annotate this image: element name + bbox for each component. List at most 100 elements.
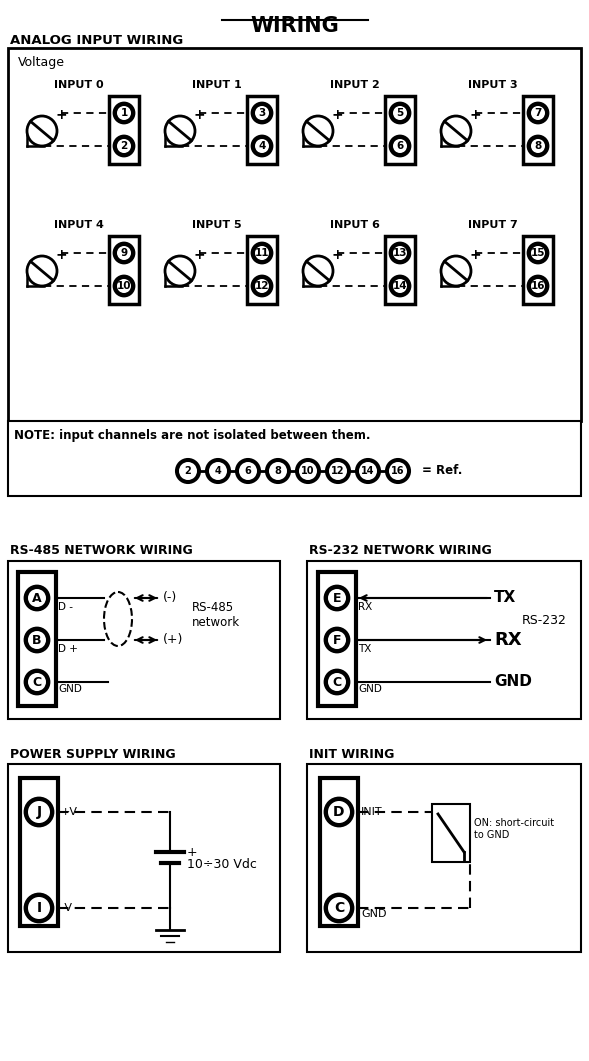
- Text: ON: short-circuit
to GND: ON: short-circuit to GND: [474, 818, 554, 839]
- Text: 14: 14: [393, 281, 408, 291]
- Circle shape: [393, 106, 407, 120]
- Text: RS-485
network: RS-485 network: [192, 601, 240, 629]
- Bar: [432, 804, 470, 862]
- Bar: [8, 48, 581, 421]
- Bar: [523, 95, 553, 164]
- Text: -V: -V: [61, 903, 72, 914]
- Text: 7: 7: [534, 108, 542, 118]
- Circle shape: [528, 136, 548, 156]
- Bar: [20, 778, 58, 926]
- Text: INPUT 3: INPUT 3: [468, 80, 518, 90]
- Bar: [320, 778, 358, 926]
- Text: +: +: [193, 248, 205, 262]
- Circle shape: [28, 897, 50, 919]
- Circle shape: [390, 103, 410, 123]
- Text: 4: 4: [214, 466, 221, 476]
- Text: E: E: [333, 591, 341, 605]
- Circle shape: [390, 243, 410, 263]
- Text: +: +: [55, 108, 67, 122]
- Circle shape: [252, 103, 272, 123]
- Circle shape: [329, 462, 347, 480]
- Circle shape: [266, 459, 290, 483]
- Text: 16: 16: [531, 281, 545, 291]
- Circle shape: [27, 256, 57, 286]
- Circle shape: [117, 106, 131, 120]
- Text: RX: RX: [494, 631, 522, 649]
- Circle shape: [393, 139, 407, 153]
- Circle shape: [441, 256, 471, 286]
- Text: RX: RX: [358, 602, 372, 612]
- Text: 6: 6: [396, 141, 403, 151]
- Text: D -: D -: [58, 602, 73, 612]
- Text: INPUT 7: INPUT 7: [468, 220, 518, 230]
- Text: (-): (-): [163, 591, 177, 605]
- Bar: [385, 95, 415, 164]
- Circle shape: [531, 279, 545, 293]
- Bar: [8, 421, 581, 495]
- Circle shape: [325, 586, 349, 610]
- Circle shape: [176, 459, 200, 483]
- Text: INPUT 2: INPUT 2: [330, 80, 380, 90]
- Text: INIT WIRING: INIT WIRING: [309, 748, 395, 761]
- Circle shape: [28, 631, 46, 649]
- Circle shape: [390, 276, 410, 296]
- Text: NOTE: input channels are not isolated between them.: NOTE: input channels are not isolated be…: [14, 429, 370, 442]
- Text: +: +: [469, 108, 481, 122]
- Circle shape: [441, 116, 471, 146]
- Text: INPUT 6: INPUT 6: [330, 220, 380, 230]
- Circle shape: [528, 243, 548, 263]
- Circle shape: [325, 894, 353, 922]
- Bar: [8, 764, 280, 952]
- Text: 8: 8: [534, 141, 542, 151]
- Circle shape: [114, 243, 134, 263]
- Text: 10: 10: [117, 281, 131, 291]
- Circle shape: [114, 276, 134, 296]
- Bar: [109, 95, 139, 164]
- Circle shape: [303, 256, 333, 286]
- Text: (+): (+): [163, 633, 183, 646]
- Text: 16: 16: [391, 466, 405, 476]
- Text: 14: 14: [361, 466, 375, 476]
- Text: 8: 8: [274, 466, 282, 476]
- Circle shape: [252, 276, 272, 296]
- Circle shape: [206, 459, 230, 483]
- Text: +: +: [187, 846, 198, 858]
- Circle shape: [393, 246, 407, 260]
- Text: RS-485 NETWORK WIRING: RS-485 NETWORK WIRING: [10, 544, 193, 557]
- Circle shape: [328, 673, 346, 691]
- Text: 10÷30 Vdc: 10÷30 Vdc: [187, 858, 257, 871]
- Circle shape: [117, 279, 131, 293]
- Circle shape: [296, 459, 320, 483]
- Text: GND: GND: [58, 684, 82, 694]
- Circle shape: [236, 459, 260, 483]
- Circle shape: [386, 459, 410, 483]
- Text: INPUT 0: INPUT 0: [54, 80, 104, 90]
- Circle shape: [325, 669, 349, 694]
- Circle shape: [25, 894, 53, 922]
- Circle shape: [393, 279, 407, 293]
- Circle shape: [28, 589, 46, 607]
- Text: 11: 11: [255, 248, 269, 258]
- Text: 4: 4: [259, 141, 266, 151]
- Bar: [18, 572, 56, 706]
- Circle shape: [114, 136, 134, 156]
- Circle shape: [114, 103, 134, 123]
- Circle shape: [165, 116, 195, 146]
- Text: POWER SUPPLY WIRING: POWER SUPPLY WIRING: [10, 748, 176, 761]
- Circle shape: [252, 136, 272, 156]
- Text: WIRING: WIRING: [251, 16, 339, 36]
- Circle shape: [528, 103, 548, 123]
- Circle shape: [255, 246, 269, 260]
- Circle shape: [239, 462, 257, 480]
- Circle shape: [25, 628, 49, 653]
- Text: D +: D +: [58, 644, 78, 654]
- Text: Voltage: Voltage: [18, 56, 65, 69]
- Text: 10: 10: [301, 466, 315, 476]
- Text: 3: 3: [259, 108, 266, 118]
- Bar: [247, 95, 277, 164]
- Circle shape: [27, 116, 57, 146]
- Circle shape: [328, 589, 346, 607]
- Bar: [318, 572, 356, 706]
- Text: D: D: [333, 805, 345, 819]
- Text: A: A: [32, 591, 42, 605]
